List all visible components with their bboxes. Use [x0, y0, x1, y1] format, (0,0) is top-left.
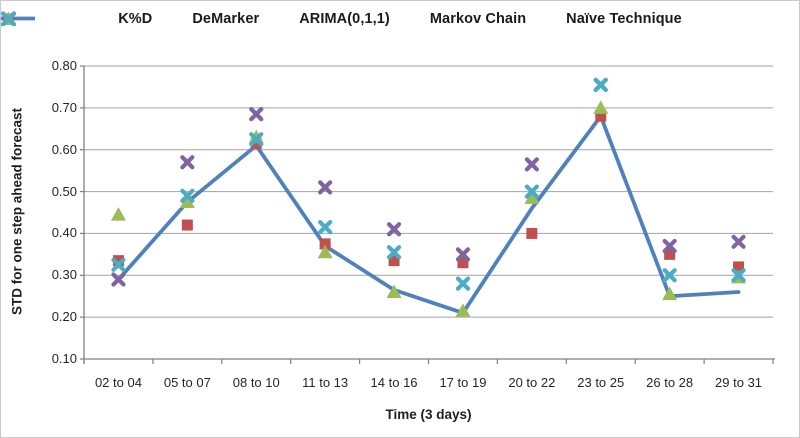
triangle-marker — [317, 244, 333, 259]
series-demarker — [112, 110, 745, 273]
y-tick-label: 0.20 — [51, 309, 77, 325]
square-marker — [595, 110, 607, 122]
triangle-marker — [386, 284, 402, 299]
x-marker — [180, 188, 195, 203]
y-tick-label: 0.70 — [51, 99, 77, 115]
x-tick-label: 29 to 31 — [715, 375, 763, 390]
legend-label: K%D — [118, 11, 153, 27]
legend-item-na-ve-technique: Naïve Technique — [1, 11, 682, 27]
square-marker — [250, 137, 262, 149]
triangle-marker — [455, 303, 471, 317]
series-arima-0-1-1 — [110, 100, 747, 317]
x-marker — [318, 220, 333, 235]
x-tick-label: 17 to 19 — [439, 375, 487, 390]
x-tick-label: 08 to 10 — [232, 375, 280, 390]
y-tick-label: 0.50 — [51, 183, 77, 199]
legend-label: ARIMA(0,1,1) — [299, 11, 390, 27]
x-marker — [386, 245, 402, 260]
triangle-marker — [593, 100, 609, 114]
x-marker — [662, 238, 677, 254]
x-marker — [180, 155, 195, 170]
square-marker — [319, 238, 331, 250]
legend-label: Naïve Technique — [566, 11, 682, 27]
square-marker — [181, 219, 193, 231]
legend-label: Markov Chain — [429, 11, 527, 27]
x-marker — [386, 222, 402, 237]
x-marker — [249, 132, 264, 147]
y-tick-label: 0.10 — [51, 351, 77, 366]
axes — [80, 65, 775, 364]
x-tick-label: 14 to 16 — [370, 375, 418, 390]
y-tick-label: 0.80 — [51, 58, 77, 73]
triangle-marker — [179, 194, 195, 209]
y-tick-label: 0.60 — [51, 141, 77, 157]
x-marker — [455, 276, 471, 291]
na-ve-technique-legend-x-icon — [1, 11, 16, 26]
legend-label: DeMarker — [192, 11, 260, 27]
x-tick-label: 05 to 07 — [163, 375, 211, 390]
x-marker — [593, 77, 608, 92]
x-tick-label: 20 to 22 — [508, 375, 556, 390]
x-marker — [318, 180, 333, 195]
gridlines — [84, 65, 773, 318]
x-marker — [731, 268, 746, 283]
square-marker — [733, 261, 745, 273]
x-marker — [524, 157, 539, 172]
triangle-marker — [662, 286, 678, 301]
y-axis-title: STD for one step ahead forecast — [9, 107, 25, 316]
x-marker — [524, 184, 539, 199]
triangle-marker — [110, 207, 126, 221]
x-tick-label: 11 to 13 — [302, 375, 349, 390]
x-marker — [111, 257, 126, 272]
square-marker — [664, 248, 676, 260]
triangle-marker — [524, 190, 540, 204]
x-tick-label: 23 to 25 — [577, 375, 625, 390]
square-marker — [457, 257, 469, 269]
series-line — [116, 114, 741, 315]
x-marker — [455, 247, 471, 262]
series-markov-chain — [111, 77, 746, 287]
square-marker — [388, 255, 400, 267]
square-marker — [112, 255, 124, 267]
square-marker — [526, 227, 538, 239]
x-marker — [662, 268, 677, 283]
x-marker — [731, 234, 746, 249]
series-na-ve-technique — [111, 77, 746, 291]
x-tick-label: 26 to 28 — [646, 375, 694, 390]
y-tick-label: 0.30 — [51, 267, 77, 283]
x-tick-label: 02 to 04 — [94, 375, 142, 390]
chart-legend: K%D DeMarker ARIMA(0,1,1) Markov Chain Naïve… — [1, 11, 799, 27]
x-marker — [111, 272, 126, 287]
x-axis-title: Time (3 days) — [385, 407, 472, 422]
series-k-d — [116, 114, 741, 315]
x-marker — [249, 107, 264, 122]
y-tick-label: 0.40 — [51, 225, 77, 241]
